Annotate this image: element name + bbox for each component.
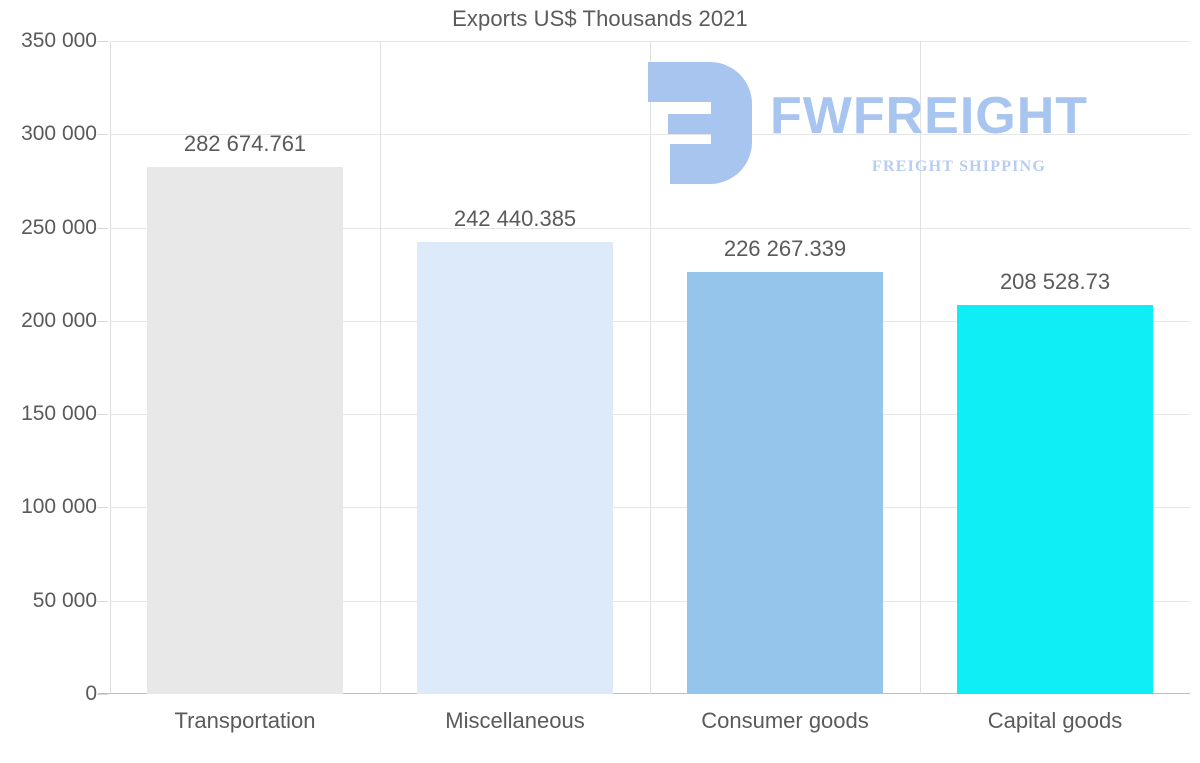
y-axis-tick-mark	[97, 414, 108, 416]
x-axis-tick-label: Capital goods	[987, 708, 1123, 733]
y-axis-tick-mark	[97, 227, 108, 229]
y-axis-line	[110, 41, 111, 694]
y-axis-tick-label: 250 000	[21, 215, 97, 239]
y-axis-tick-label: 150 000	[21, 402, 97, 426]
y-axis: 0 50 000 100 000 150 000 200 000 250 000 300 0…	[0, 29, 108, 705]
y-axis-tick-mark	[97, 600, 108, 602]
y-axis-tick-label: 200 000	[21, 308, 97, 332]
bar-value-label: 208 528.73	[999, 268, 1111, 294]
chart-title: Exports US$ Thousands 2021	[452, 6, 748, 31]
x-axis-tick-label: Transportation	[174, 708, 316, 733]
bar-capital-goods[interactable]	[957, 304, 1153, 694]
y-axis-tick-mark	[97, 41, 108, 42]
x-axis-line	[98, 693, 1190, 694]
y-axis-tick-label: 350 000	[21, 29, 97, 52]
bar-consumer-goods[interactable]	[687, 271, 883, 694]
bar-value-label: 282 674.761	[183, 130, 307, 156]
bar-transportation[interactable]	[147, 166, 343, 694]
y-axis-tick-mark	[97, 694, 108, 695]
y-axis-tick-mark	[97, 320, 108, 322]
y-axis-tick-label: 100 000	[21, 495, 97, 519]
y-axis-tick-mark	[97, 134, 108, 136]
bar-miscellaneous[interactable]	[417, 241, 613, 694]
gridline-vertical	[920, 41, 921, 694]
y-axis-tick-label: 50 000	[32, 588, 97, 612]
gridline-vertical	[650, 41, 651, 694]
plot-area: 282 674.761 242 440.385 226 267.339 208 528…	[98, 41, 1190, 694]
y-axis-tick-label: 300 000	[21, 122, 97, 146]
bar-value-label: 242 440.385	[453, 205, 577, 231]
x-axis-tick-label: Miscellaneous	[445, 708, 585, 733]
gridline-vertical	[380, 41, 381, 694]
y-axis-tick-mark	[97, 507, 108, 509]
x-axis-tick-label: Consumer goods	[701, 708, 869, 733]
bar-value-label: 226 267.339	[723, 235, 847, 261]
y-axis-tick-label: 0	[85, 682, 97, 705]
